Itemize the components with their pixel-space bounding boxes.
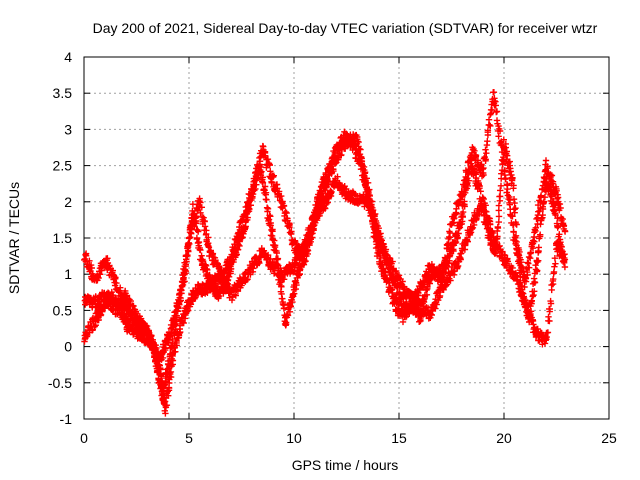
x-tick-label: 10 xyxy=(286,430,302,446)
y-tick-label: 2 xyxy=(64,194,72,210)
series-track-3 xyxy=(81,128,569,369)
x-axis-label: GPS time / hours xyxy=(292,457,399,473)
x-tick-label: 25 xyxy=(601,430,617,446)
data-points xyxy=(81,89,569,417)
y-tick-label: 1.5 xyxy=(53,230,73,246)
x-tick-label: 20 xyxy=(496,430,512,446)
x-tick-label: 0 xyxy=(80,430,88,446)
chart-title: Day 200 of 2021, Sidereal Day-to-day VTE… xyxy=(93,20,598,36)
x-tick-label: 15 xyxy=(391,430,407,446)
x-tick-label: 5 xyxy=(185,430,193,446)
y-tick-label: 3.5 xyxy=(53,85,73,101)
grid-lines xyxy=(84,57,609,419)
y-tick-label: 0 xyxy=(64,339,72,355)
y-axis-label: SDTVAR / TECUs xyxy=(6,182,22,294)
y-tick-label: 1 xyxy=(64,266,72,282)
y-tick-label: 4 xyxy=(64,49,72,65)
y-tick-label: 3 xyxy=(64,121,72,137)
y-tick-label: -1 xyxy=(60,411,73,427)
y-tick-label: -0.5 xyxy=(48,375,72,391)
plus-markers xyxy=(81,128,569,369)
y-tick-label: 0.5 xyxy=(53,302,73,318)
y-tick-label: 2.5 xyxy=(53,158,73,174)
axis-ticks: 0 5 10 15 20 25 -1 -0.5 0 0.5 1 1.5 2 2.5 3 3.5 4 xyxy=(48,49,617,446)
